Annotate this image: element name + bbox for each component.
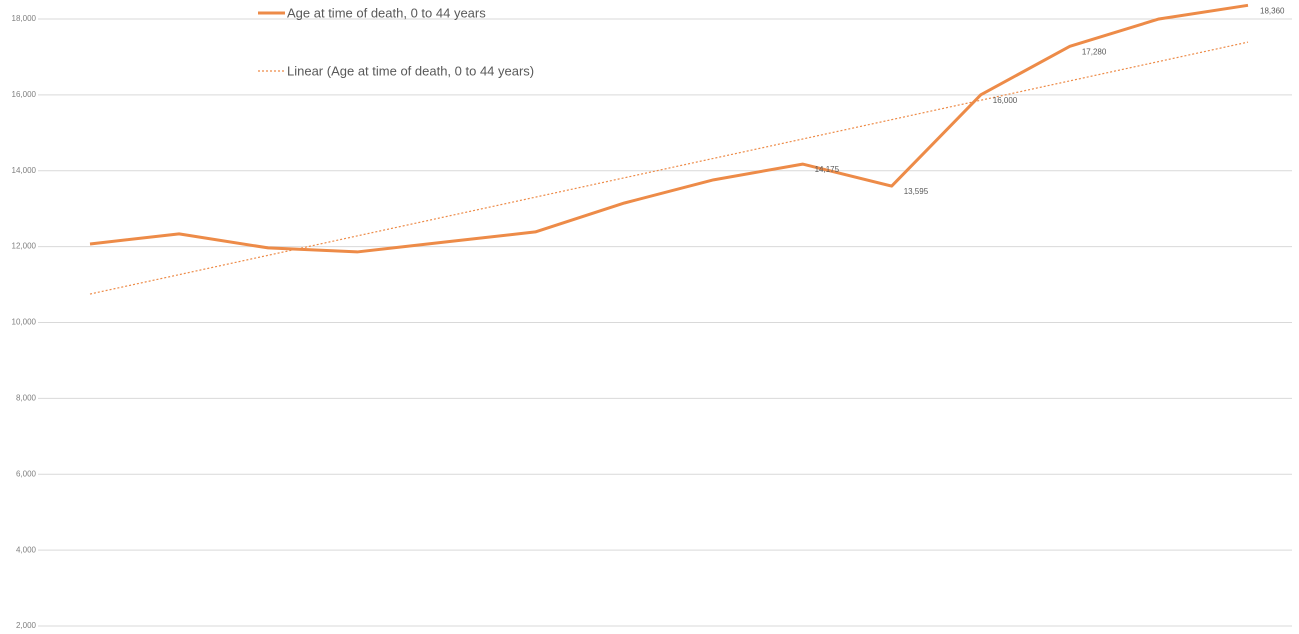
data-label: 13,595 <box>904 187 929 196</box>
data-label: 14,175 <box>815 165 840 174</box>
data-label: 17,280 <box>1082 47 1107 56</box>
y-tick-label: 16,000 <box>12 90 37 99</box>
y-tick-label: 8,000 <box>16 393 37 402</box>
y-tick-label: 18,000 <box>12 14 37 23</box>
trendline <box>89 41 1249 295</box>
grid: 2,000 4,000 6,000 8,000 10,000 12,000 14,000 16… <box>12 14 1292 630</box>
y-tick-label: 4,000 <box>16 545 37 554</box>
data-label: 16,000 <box>993 96 1018 105</box>
plot: 14,175 13,595 16,000 17,280 18,360 <box>89 3 1285 295</box>
legend: Age at time of death, 0 to 44 years Linea… <box>258 5 534 78</box>
y-tick-label: 2,000 <box>16 621 37 630</box>
legend-label: Linear (Age at time of death, 0 to 44 ye… <box>287 63 534 78</box>
y-tick-label: 6,000 <box>16 469 37 478</box>
series-line <box>89 3 1249 254</box>
legend-label: Age at time of death, 0 to 44 years <box>287 5 486 20</box>
data-label: 18,360 <box>1260 6 1285 15</box>
y-tick-label: 14,000 <box>12 166 37 175</box>
y-tick-label: 12,000 <box>12 242 37 251</box>
y-tick-label: 10,000 <box>12 318 37 327</box>
